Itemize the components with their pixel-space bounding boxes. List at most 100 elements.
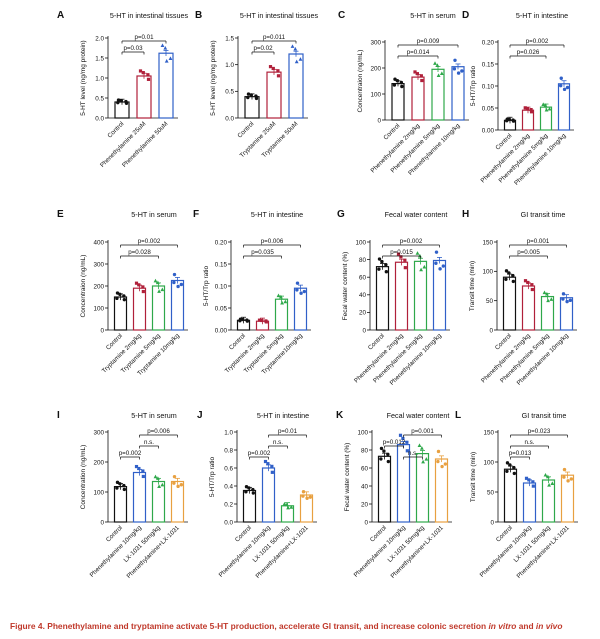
data-point: [249, 93, 253, 97]
data-point: [290, 44, 295, 48]
data-point: [276, 74, 281, 78]
data-point: [392, 83, 397, 87]
data-point: [419, 74, 423, 78]
data-point: [568, 298, 573, 303]
y-tick-label: 0.10: [215, 283, 228, 290]
y-tick-label: 0.00: [215, 327, 228, 334]
data-point: [172, 474, 177, 479]
panel-title: Fecal water content: [387, 411, 450, 420]
data-point: [436, 459, 440, 464]
bar: [451, 66, 465, 121]
data-point: [115, 291, 120, 295]
y-tick-label: 0: [364, 519, 368, 526]
y-tick-label: 0.00: [482, 127, 495, 134]
y-tick-label: 100: [483, 459, 494, 466]
sig-label: p=0.01: [134, 34, 154, 41]
data-point: [546, 474, 550, 479]
category-label: Control: [382, 122, 401, 141]
panel-title: 5-HT in intestine: [251, 210, 303, 219]
sig-label: n.s.: [408, 450, 418, 457]
bar: [522, 482, 537, 523]
data-point: [547, 483, 551, 487]
data-point: [270, 470, 274, 474]
data-point: [138, 69, 143, 73]
data-point: [420, 446, 424, 450]
sig-label: p=0.01: [278, 428, 298, 435]
data-point: [168, 56, 173, 60]
data-point: [172, 272, 177, 277]
bar: [375, 266, 390, 331]
data-point: [549, 297, 554, 301]
data-point: [254, 96, 259, 101]
data-point: [268, 65, 273, 69]
caption-prefix: Figure 4. Phenethylamine and tryptamine …: [10, 621, 489, 631]
y-tick-label: 0: [490, 519, 494, 526]
data-point: [270, 464, 274, 468]
y-tick-label: 0.05: [482, 105, 495, 112]
data-point: [526, 280, 530, 285]
data-point: [286, 505, 290, 510]
data-point: [160, 482, 165, 487]
y-tick-label: 200: [93, 459, 104, 466]
y-tick-label: 0.20: [215, 239, 228, 246]
panel-letter: H: [462, 209, 469, 220]
data-point: [460, 69, 464, 73]
sig-label: p=0.002: [119, 450, 142, 457]
data-point: [543, 472, 548, 477]
y-tick-label: 1.0: [225, 62, 234, 69]
data-point: [134, 281, 139, 285]
y-tick-label: 100: [93, 305, 104, 312]
data-point: [172, 280, 176, 285]
sig-label: p=0.002: [526, 38, 549, 45]
data-point: [550, 481, 555, 485]
data-point: [562, 475, 566, 479]
panel-title: Fecal water content: [385, 210, 448, 219]
data-point: [122, 294, 126, 298]
data-point: [308, 495, 313, 499]
y-tick-label: 50: [487, 489, 495, 496]
data-point: [302, 289, 307, 294]
data-point: [511, 279, 516, 284]
panel-title: 5-HT in serum: [131, 210, 176, 219]
data-point: [566, 479, 570, 483]
data-point: [377, 257, 382, 261]
panel-title: GI transit time: [521, 210, 566, 219]
data-point: [160, 43, 165, 48]
category-label: Control: [236, 120, 255, 139]
data-point: [276, 69, 280, 73]
y-axis-label: Fecal water content (%): [342, 252, 349, 321]
panel-letter: C: [338, 10, 345, 21]
data-point: [380, 259, 384, 264]
y-tick-label: 0: [362, 327, 366, 334]
y-axis-label: Concentraion (ng/mL): [357, 50, 364, 113]
data-point: [545, 291, 549, 296]
y-tick-label: 0: [377, 117, 381, 124]
y-tick-label: 0.5: [95, 95, 104, 102]
data-point: [531, 484, 535, 488]
y-axis-label: 5-HT/Trp ratio: [470, 66, 477, 107]
data-point: [156, 476, 160, 480]
data-point: [244, 490, 248, 494]
data-point: [438, 267, 442, 271]
sig-label: p=0.009: [417, 38, 440, 45]
data-point: [435, 63, 440, 67]
panel-letter: K: [336, 410, 344, 421]
y-tick-label: 100: [93, 489, 104, 496]
data-point: [504, 277, 508, 282]
y-axis-label: Concentration (ng/mL): [80, 445, 87, 510]
bar: [266, 71, 282, 119]
caption-italic-1: in vitro: [488, 621, 517, 631]
bar: [411, 76, 425, 121]
data-point: [141, 469, 145, 473]
panel-letter: A: [57, 10, 64, 21]
data-point: [562, 467, 567, 472]
data-point: [511, 119, 516, 123]
data-point: [122, 487, 127, 492]
panel-title: GI transit time: [522, 411, 567, 420]
bar: [391, 82, 405, 121]
y-axis-label: 5-HT/Trp ratio: [209, 457, 216, 498]
data-point: [421, 459, 425, 464]
y-tick-label: 0.8: [224, 447, 233, 454]
y-tick-label: 0.4: [224, 483, 233, 490]
panel-d: D 5-HT in intestine 0.00 0.05 0.10 0.15 0.20 5-…: [462, 10, 574, 187]
